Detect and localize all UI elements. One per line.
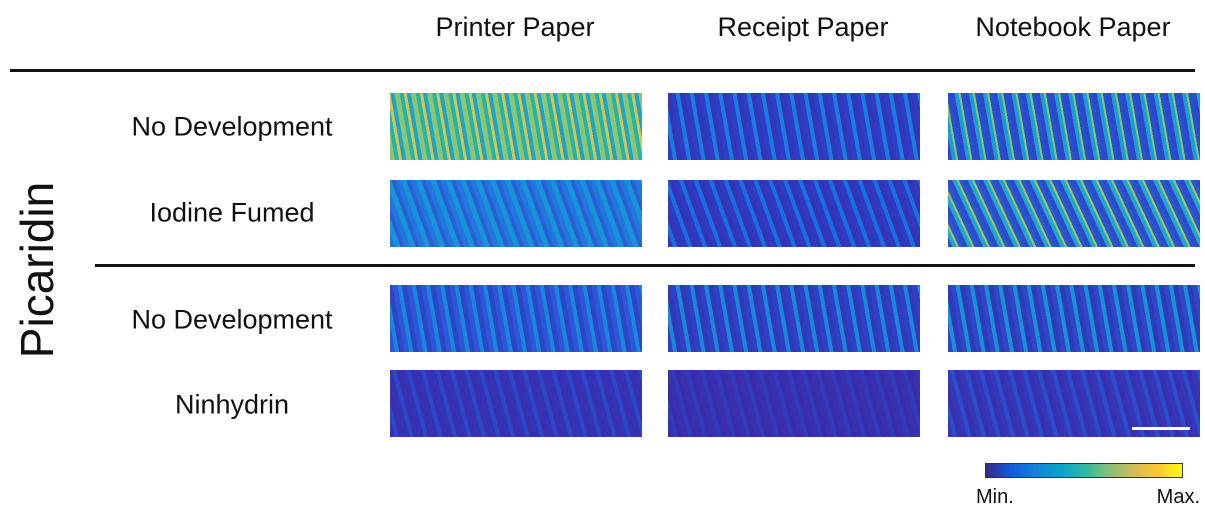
divider — [95, 264, 1195, 267]
colorbar-min-label: Min. — [976, 486, 1014, 509]
side-label: Picaridin — [10, 182, 64, 358]
divider — [10, 69, 1195, 72]
colorbar-max-label: Max. — [1157, 486, 1200, 509]
image-panel — [668, 93, 920, 160]
colorbar — [985, 463, 1183, 478]
column-header: Printer Paper — [435, 12, 594, 43]
image-panel — [948, 93, 1200, 160]
image-panel — [948, 285, 1200, 352]
scale-bar — [1132, 427, 1190, 430]
column-header: Receipt Paper — [717, 12, 888, 43]
image-panel — [948, 370, 1200, 437]
image-panel — [948, 180, 1200, 247]
image-panel — [390, 285, 642, 352]
image-panel — [390, 93, 642, 160]
image-panel — [668, 180, 920, 247]
image-panel — [668, 370, 920, 437]
row-label: Ninhydrin — [175, 390, 289, 421]
image-panel — [390, 180, 642, 247]
image-panel — [390, 370, 642, 437]
image-panel — [668, 285, 920, 352]
row-label: No Development — [131, 305, 332, 336]
column-header: Notebook Paper — [975, 12, 1170, 43]
row-label: Iodine Fumed — [149, 198, 314, 229]
row-label: No Development — [131, 112, 332, 143]
figure: Printer Paper Receipt Paper Notebook Pap… — [0, 0, 1205, 507]
